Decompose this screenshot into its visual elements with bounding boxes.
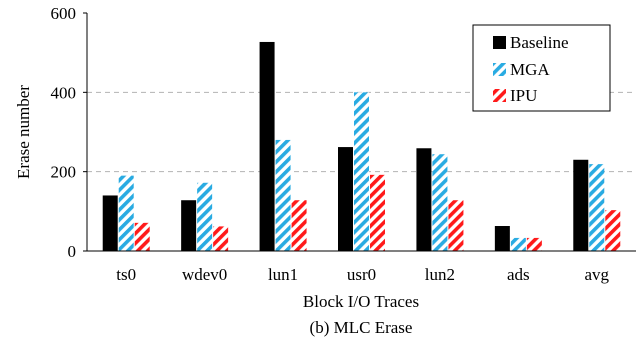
bar-baseline-usr0: [338, 147, 353, 251]
legend-label-mga: MGA: [510, 60, 550, 79]
bar-baseline-lun1: [259, 41, 275, 251]
x-tick-label-avg: avg: [585, 265, 610, 284]
y-tick-label-0: 0: [68, 242, 77, 261]
bar-ipu-lun1: [291, 200, 307, 251]
bar-baseline-avg: [573, 159, 589, 251]
legend-label-baseline: Baseline: [510, 33, 569, 52]
x-tick-label-ads: ads: [507, 265, 530, 284]
bar-mga-lun2: [432, 154, 448, 251]
bars: [102, 41, 621, 251]
bar-ipu-ads: [526, 237, 542, 251]
bar-mga-usr0: [354, 92, 369, 251]
legend-swatch-ipu: [493, 89, 506, 102]
x-tick-label-lun1: lun1: [268, 265, 298, 284]
y-tick-label-400: 400: [51, 83, 77, 102]
y-axis-label: Erase number: [14, 85, 33, 179]
x-tick-label-wdev0: wdev0: [182, 265, 227, 284]
bar-mga-wdev0: [197, 182, 213, 251]
chart-caption: (b) MLC Erase: [310, 318, 413, 337]
bar-mga-ts0: [118, 175, 134, 251]
bar-baseline-ts0: [102, 195, 118, 251]
x-axis-label: Block I/O Traces: [303, 292, 419, 311]
x-tick-label-ts0: ts0: [116, 265, 136, 284]
legend-swatch-baseline: [493, 36, 506, 49]
bar-ipu-lun2: [448, 200, 464, 251]
y-tick-label-200: 200: [51, 163, 77, 182]
legend: Baseline MGA IPU: [472, 24, 611, 112]
y-tick-label-600: 600: [51, 4, 77, 23]
bar-ipu-avg: [605, 210, 621, 251]
x-tick-label-usr0: usr0: [347, 265, 376, 284]
bar-ipu-usr0: [370, 174, 385, 251]
bar-mga-lun1: [275, 139, 291, 251]
x-tick-label-lun2: lun2: [425, 265, 455, 284]
legend-swatch-mga: [493, 63, 506, 76]
bar-mga-ads: [510, 237, 526, 251]
bar-ipu-wdev0: [213, 226, 229, 251]
bar-baseline-lun2: [416, 148, 432, 251]
legend-label-ipu: IPU: [510, 86, 537, 105]
bar-ipu-ts0: [134, 222, 150, 251]
y-tick-labels: 0 200 400 600: [51, 4, 87, 261]
bar-baseline-wdev0: [181, 200, 197, 251]
bar-mga-avg: [589, 164, 605, 251]
bar-baseline-ads: [494, 226, 510, 251]
x-tick-labels: ts0 wdev0 lun1 usr0 lun2 ads avg: [116, 265, 609, 284]
